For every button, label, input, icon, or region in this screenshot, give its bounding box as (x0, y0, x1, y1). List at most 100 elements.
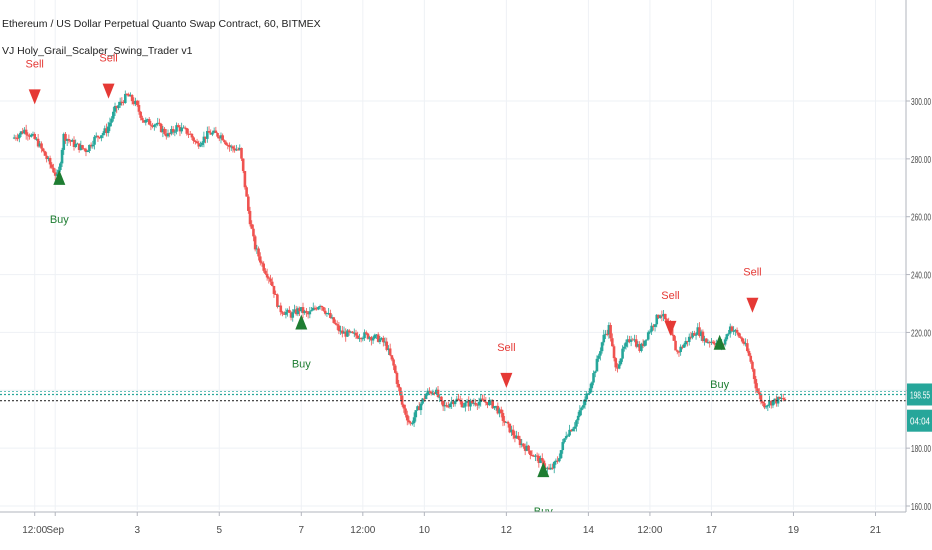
candle-body (532, 455, 536, 457)
candle-body (257, 248, 260, 257)
candle (298, 306, 301, 316)
candle-body (35, 138, 38, 140)
candle-body (255, 248, 259, 250)
candle (540, 453, 544, 465)
candle-body (672, 334, 676, 341)
candle-body (250, 224, 254, 229)
candle-body (183, 127, 187, 129)
candle (749, 353, 753, 364)
candle-body (335, 324, 339, 326)
candle (334, 319, 337, 326)
candle-body (621, 348, 624, 359)
candle (518, 435, 522, 448)
candle-body (387, 348, 390, 350)
candle (28, 133, 31, 140)
candle-body (344, 331, 348, 337)
candle-body (426, 390, 430, 395)
candle (262, 261, 266, 273)
candle-body (260, 262, 264, 264)
candle (747, 348, 751, 357)
candle (776, 396, 780, 407)
indicator-title[interactable]: VJ Holy_Grail_Scalper_Swing_Trader v1 (2, 45, 193, 57)
candle-body (600, 342, 604, 352)
candle-body (194, 141, 197, 143)
candle (520, 438, 524, 448)
candle (390, 355, 394, 362)
candle-body (200, 142, 204, 145)
candle-body (137, 105, 141, 112)
candle (682, 342, 686, 349)
candle-body (763, 403, 766, 408)
candle (764, 405, 768, 410)
candle (737, 332, 741, 338)
candle-body (564, 436, 568, 439)
candle (240, 147, 243, 161)
candle-body (658, 315, 662, 318)
candle (730, 325, 734, 332)
candle-body (299, 307, 303, 312)
candle (142, 120, 146, 123)
candle-body (301, 307, 305, 314)
candle-body (725, 334, 729, 340)
last-price-label-box (907, 383, 932, 406)
candle (69, 139, 72, 146)
candle (646, 330, 650, 341)
candle-body (135, 100, 139, 106)
candle (36, 133, 40, 148)
candle-body (756, 388, 759, 393)
candle (364, 330, 368, 336)
candle (125, 93, 129, 96)
candle (684, 337, 688, 347)
candle-body (682, 344, 686, 348)
candle-body (291, 312, 295, 318)
candle (564, 431, 568, 440)
candle (219, 132, 223, 144)
candle (450, 396, 453, 409)
candle (558, 453, 561, 463)
candle (270, 277, 274, 287)
candle-body (693, 333, 696, 336)
candle-body (166, 133, 170, 137)
candle (768, 395, 771, 408)
candle (233, 145, 236, 153)
candle-body (698, 327, 701, 337)
candle (412, 412, 416, 427)
candle (609, 322, 612, 342)
candle (24, 124, 28, 140)
candle-body (708, 342, 712, 344)
candle (457, 393, 460, 401)
candle (370, 335, 373, 346)
candle-body (498, 409, 501, 414)
candle (710, 337, 713, 345)
candle (175, 122, 178, 135)
candle-body (566, 435, 570, 437)
candle (371, 336, 375, 344)
candle-body (29, 134, 33, 137)
candle-body (103, 128, 107, 134)
candle (164, 129, 168, 140)
candle-body (590, 382, 594, 389)
candle (469, 398, 472, 411)
candle (182, 125, 185, 129)
candle (235, 144, 238, 152)
candle (245, 185, 248, 197)
candle-body (18, 134, 21, 139)
candle (517, 431, 520, 441)
candle (296, 306, 300, 317)
candle (243, 171, 247, 190)
candle-body (190, 133, 194, 138)
candle-body (358, 338, 361, 340)
candle-body (45, 155, 48, 160)
candle (527, 444, 530, 454)
candle (35, 136, 38, 141)
candle (465, 398, 469, 403)
x-tick-label: 7 (299, 525, 305, 536)
candle (501, 409, 505, 427)
sell-signal-arrow (102, 83, 115, 99)
candle (436, 385, 440, 399)
candle-body (240, 147, 243, 159)
candle-body (153, 124, 156, 127)
x-tick-label: 19 (788, 525, 800, 536)
